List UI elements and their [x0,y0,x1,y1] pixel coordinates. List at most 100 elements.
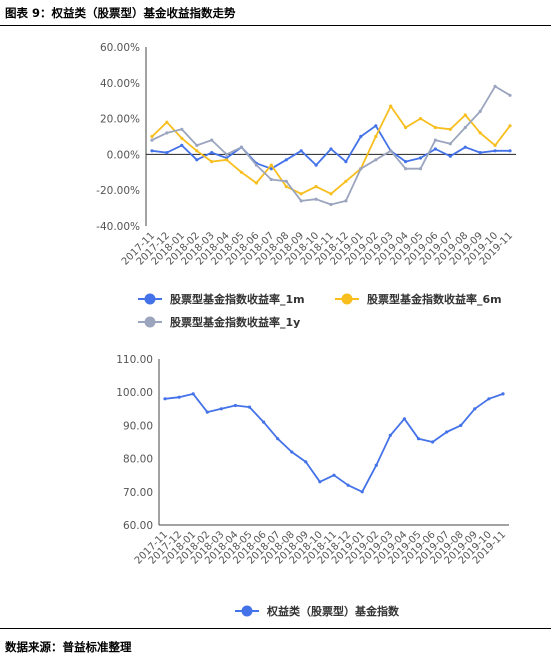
data-point [360,490,364,494]
data-point [402,417,406,421]
data-point [163,397,167,401]
data-point [493,143,497,147]
data-point [374,158,378,162]
y-tick-label: -40.00% [96,221,140,233]
data-point [195,149,199,153]
data-point [195,158,199,162]
data-point [269,177,273,182]
data-point [359,134,363,139]
data-point [329,147,333,151]
data-point [314,185,318,189]
data-point [284,185,288,189]
data-point [329,202,333,207]
data-point [165,120,169,124]
y-tick-label: 40.00% [100,78,140,90]
data-point [493,84,497,88]
data-point [478,151,482,155]
data-point [433,125,437,130]
figure-title: 图表 9：权益类（股票型）基金收益指数走势 [5,6,236,20]
y-tick-label: 110.00 [116,354,153,366]
y-tick-label: 60.00 [123,520,153,532]
data-point [254,181,258,185]
legend-swatch-marker [341,293,353,305]
legend-label: 权益类（股票型）基金指数 [266,604,400,618]
series-line [151,85,511,206]
data-point [233,403,237,408]
data-point [463,145,467,149]
data-point [418,156,423,160]
data-point [344,160,348,164]
data-point [404,167,408,171]
y-tick-label: 80.00 [123,454,153,466]
data-point [344,179,348,183]
data-point [463,125,467,130]
data-point [191,392,195,396]
footer-rule [0,628,551,629]
data-point [478,109,482,113]
data-point [150,149,154,153]
legend-label: 股票型基金指数收益率_6m [367,292,502,306]
data-point [150,134,154,139]
data-point [389,104,393,108]
data-point [210,160,214,164]
y-tick-label: -20.00% [96,185,140,197]
data-point [225,158,229,162]
data-point [269,167,273,171]
chart-header: 图表 9：权益类（股票型）基金收益指数走势 [0,0,551,26]
data-point [404,160,408,164]
data-point [459,423,463,427]
data-point [165,131,169,135]
data-point [299,192,303,196]
data-point [404,125,408,130]
legend-swatch-marker [144,293,156,305]
data-point [431,440,435,444]
data-point [269,163,273,167]
data-point [205,410,209,414]
data-point [448,142,452,146]
data-point [239,170,244,174]
data-point [180,136,184,140]
data-point [433,147,437,151]
data-point [374,134,378,139]
data-point [219,407,223,411]
y-tick-label: 20.00% [100,114,140,126]
data-point [225,152,229,156]
legend-swatch-marker [241,605,253,617]
data-point [299,199,303,203]
data-point [177,395,181,399]
data-point [254,163,258,167]
series-line [151,124,510,170]
legend-label: 股票型基金指数收益率_1y [170,315,300,329]
y-tick-label: 100.00 [116,387,153,399]
data-point [180,127,184,131]
data-point [418,117,423,121]
data-point [247,405,252,409]
data-point [508,93,512,97]
data-point [332,473,336,477]
data-point [445,430,449,434]
data-point [433,138,437,142]
data-point [314,197,318,201]
data-point [318,480,322,484]
data-point [508,124,512,128]
data-point [388,433,392,437]
data-point [284,158,288,162]
data-point [501,392,505,396]
data-point [389,149,393,153]
data-point [418,167,423,171]
data-point [150,138,154,142]
y-tick-label: 70.00 [123,487,153,499]
data-point [374,124,378,128]
y-tick-label: 90.00 [123,420,153,432]
data-point [210,151,214,155]
data-point [346,483,350,487]
data-point [210,138,214,142]
data-point [284,179,288,183]
data-point [374,463,378,467]
data-source: 数据来源：普益标准整理 [5,640,132,654]
data-point [359,167,363,171]
data-point [493,149,497,153]
data-point [276,437,280,441]
data-point [448,154,452,158]
y-tick-label: 0.00% [107,149,140,161]
